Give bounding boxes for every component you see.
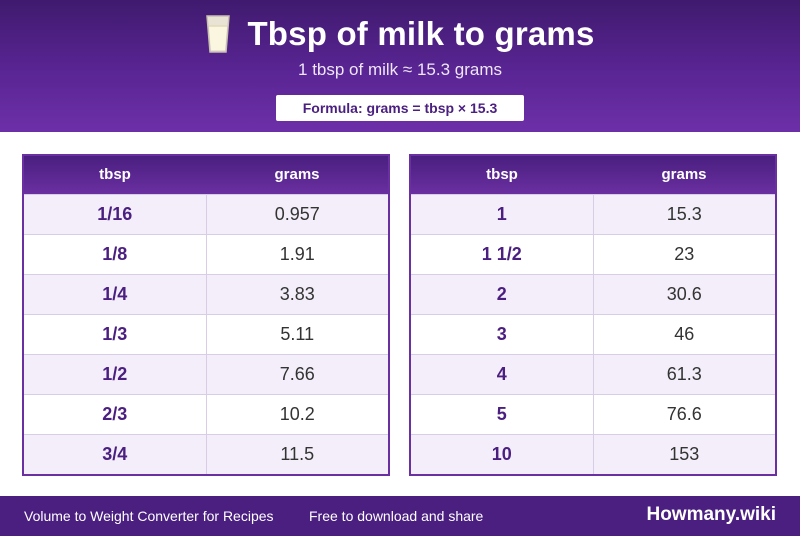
column-header-grams: grams [661, 166, 707, 183]
tbsp-cell: 1 [411, 195, 594, 234]
table-row: 10 153 [411, 434, 775, 474]
grams-cell: 15.3 [666, 204, 702, 224]
grams-cell: 7.66 [279, 364, 315, 384]
tbsp-cell: 5 [411, 395, 594, 434]
grams-cell: 46 [674, 324, 695, 344]
grams-cell: 11.5 [280, 444, 315, 464]
grams-cell: 76.6 [666, 404, 702, 424]
table-row: 3 46 [411, 314, 775, 354]
grams-cell: 1.91 [279, 244, 315, 264]
milk-glass-icon [206, 15, 231, 53]
tbsp-cell: 1/16 [24, 195, 207, 234]
table-row: 1 15.3 [411, 194, 775, 234]
grams-cell: 153 [669, 444, 700, 464]
table-row: 4 61.3 [411, 354, 775, 394]
conversion-table-left: tbsp grams 1/16 0.957 1/8 1.91 1/4 3.83 1/3… [22, 154, 390, 476]
header-banner: Tbsp of milk to grams 1 tbsp of milk ≈ 1… [0, 0, 800, 132]
table-header: tbsp grams [411, 156, 775, 194]
table-row: 5 76.6 [411, 394, 775, 434]
table-row: 1 1/2 23 [411, 234, 775, 274]
tbsp-cell: 1 1/2 [411, 235, 594, 274]
grams-cell: 3.83 [279, 284, 315, 304]
table-row: 1/4 3.83 [24, 274, 388, 314]
table-row: 2/3 10.2 [24, 394, 388, 434]
brand-logo[interactable]: Howmany.wiki [646, 504, 776, 525]
tbsp-cell: 2 [411, 275, 594, 314]
table-row: 3/4 11.5 [24, 434, 388, 474]
page-subtitle: 1 tbsp of milk ≈ 15.3 grams [298, 60, 502, 79]
grams-cell: 5.11 [280, 324, 315, 344]
grams-cell: 10.2 [279, 404, 315, 424]
grams-cell: 0.957 [274, 204, 320, 224]
column-header-tbsp: tbsp [99, 166, 131, 183]
tbsp-cell: 3/4 [24, 435, 207, 474]
tbsp-cell: 1/3 [24, 315, 207, 354]
tbsp-cell: 1/8 [24, 235, 207, 274]
tbsp-cell: 4 [411, 355, 594, 394]
table-row: 1/8 1.91 [24, 234, 388, 274]
tbsp-cell: 1/2 [24, 355, 207, 394]
table-row: 2 30.6 [411, 274, 775, 314]
tbsp-cell: 2/3 [24, 395, 207, 434]
grams-cell: 30.6 [666, 284, 702, 304]
table-header: tbsp grams [24, 156, 388, 194]
grams-cell: 23 [674, 244, 695, 264]
table-row: 1/16 0.957 [24, 194, 388, 234]
grams-cell: 61.3 [666, 364, 702, 384]
table-row: 1/2 7.66 [24, 354, 388, 394]
page-title: Tbsp of milk to grams [247, 15, 595, 52]
column-header-grams: grams [274, 166, 320, 183]
conversion-table-right: tbsp grams 1 15.3 1 1/2 23 2 30.6 3 46 4 61.3… [409, 154, 777, 476]
footer-bar: Volume to Weight Converter for Recipes F… [0, 496, 800, 536]
tbsp-cell: 3 [411, 315, 594, 354]
title-row: Tbsp of milk to grams [0, 12, 800, 56]
footer-share-note: Free to download and share [309, 508, 484, 524]
column-header-tbsp: tbsp [486, 166, 518, 183]
table-row: 1/3 5.11 [24, 314, 388, 354]
footer-tagline: Volume to Weight Converter for Recipes [24, 508, 274, 524]
tbsp-cell: 10 [411, 435, 594, 474]
formula-box: Formula: grams = tbsp × 15.3 [276, 95, 524, 121]
tbsp-cell: 1/4 [24, 275, 207, 314]
